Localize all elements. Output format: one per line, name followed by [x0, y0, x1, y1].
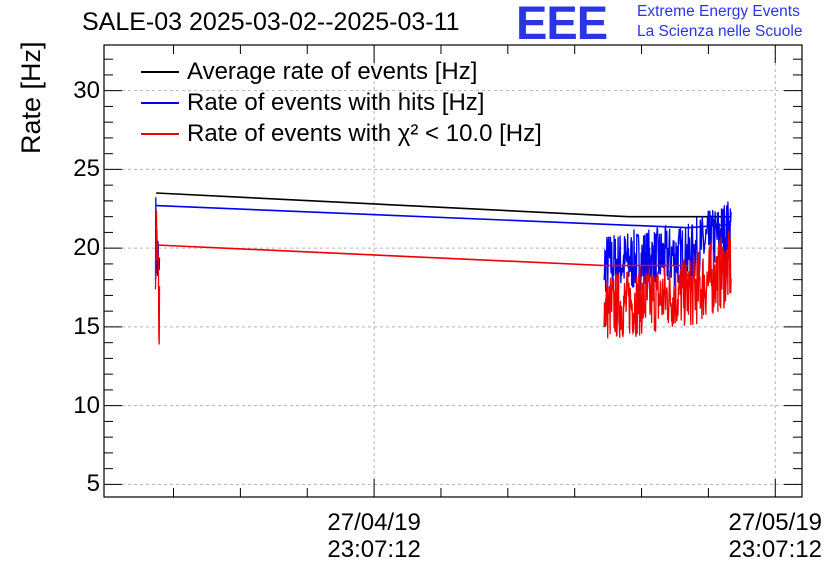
y-tick-label: 10	[73, 391, 100, 419]
x-tick-date: 27/04/19	[327, 509, 421, 536]
x-tick-label: 27/05/19 23:07:12	[715, 509, 835, 563]
logo-tagline-1: Extreme Energy Events	[637, 3, 800, 20]
eee-logo: EEE	[516, 0, 608, 49]
x-tick-time: 23:07:12	[327, 536, 421, 563]
average-series-line	[156, 192, 732, 218]
y-tick-label: 5	[86, 470, 100, 498]
plot-frame	[103, 44, 803, 498]
y-axis-label: Rate [Hz]	[16, 41, 46, 154]
y-tick-label: 20	[73, 234, 100, 262]
chi2-noise-segment	[603, 259, 694, 339]
x-tick-label: 27/04/19 23:07:12	[314, 509, 434, 563]
legend-swatch-average	[141, 71, 179, 73]
y-tick-label: 30	[73, 76, 100, 104]
chi2-series-line	[156, 244, 689, 267]
x-tick-date: 27/05/19	[728, 509, 822, 536]
legend-label-hits: Rate of events with hits [Hz]	[187, 89, 485, 116]
x-tick-time: 23:07:12	[728, 536, 822, 563]
legend-swatch-hits	[141, 102, 179, 104]
chart-title: SALE-03 2025-03-02--2025-03-11	[82, 8, 460, 36]
legend-label-average: Average rate of events [Hz]	[187, 58, 478, 85]
logo-tagline-2: La Scienza nelle Scuole	[637, 23, 803, 40]
hits-series-line	[156, 204, 732, 229]
y-tick-label: 25	[73, 155, 100, 183]
legend-swatch-chi2	[141, 133, 179, 135]
y-tick-label: 15	[73, 312, 100, 340]
chi2-noise-segment	[691, 230, 732, 325]
chi2-noise-segment	[154, 210, 161, 345]
legend-label-chi2: Rate of events with χ² < 10.0 [Hz]	[187, 120, 542, 147]
